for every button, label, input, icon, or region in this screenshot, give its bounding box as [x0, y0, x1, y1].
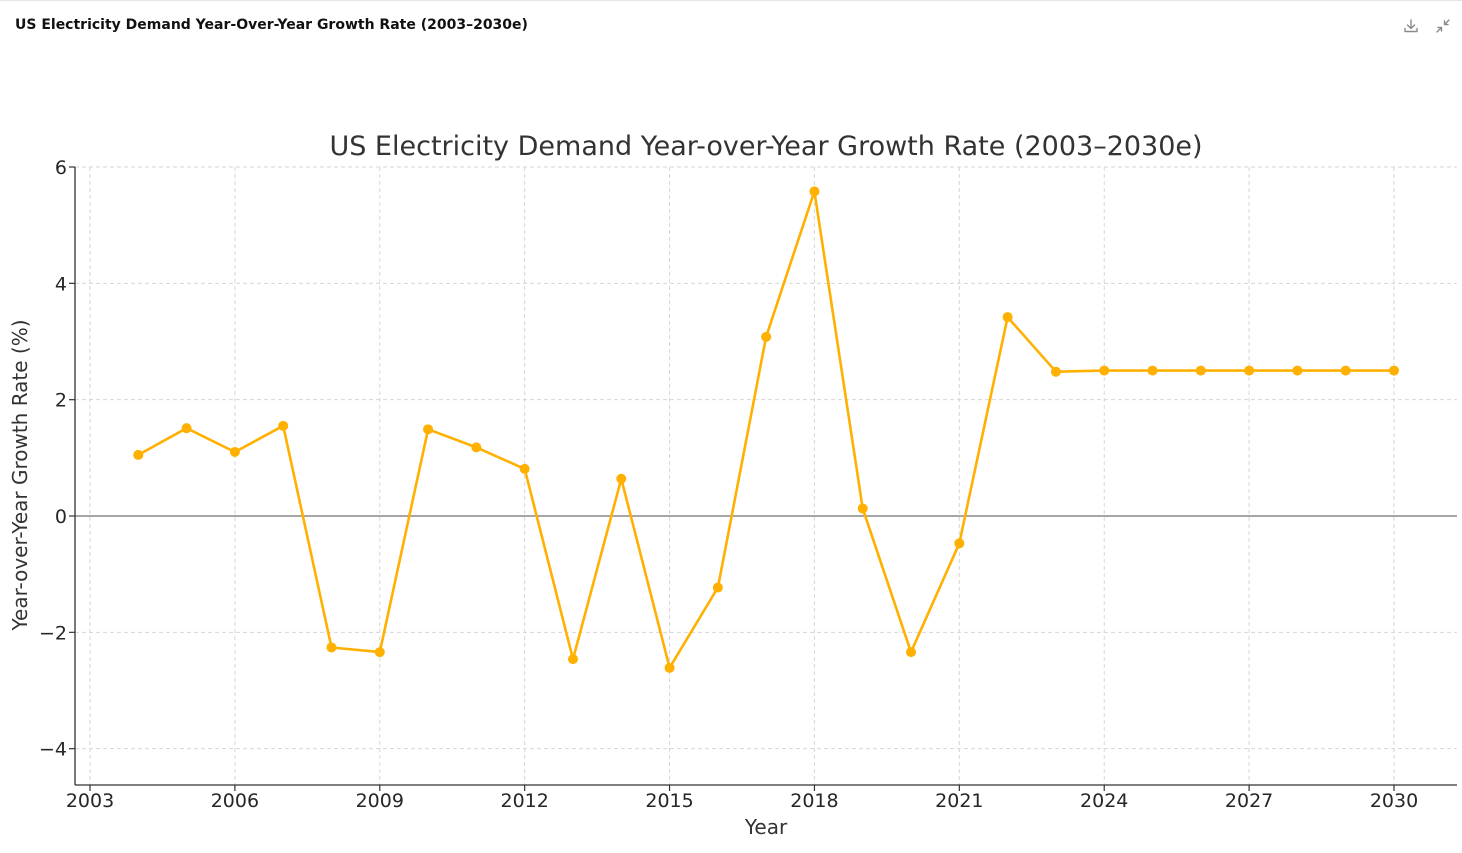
y-axis-label: Year-over-Year Growth Rate (%)	[8, 319, 32, 631]
collapse-button[interactable]	[1433, 16, 1453, 36]
download-icon	[1404, 19, 1418, 33]
y-tick-label: −2	[39, 622, 67, 644]
data-point	[519, 463, 530, 474]
data-point	[471, 442, 482, 453]
data-point	[1340, 365, 1351, 376]
download-button[interactable]	[1401, 16, 1421, 36]
data-point	[906, 647, 917, 658]
data-point	[423, 424, 434, 435]
x-tick-label: 2018	[790, 790, 838, 812]
grid-layer	[75, 166, 1457, 785]
data-point	[1195, 365, 1206, 376]
series-line	[137, 190, 1394, 670]
points-layer	[133, 186, 1399, 673]
data-point	[567, 654, 578, 665]
x-tick-label: 2027	[1225, 790, 1273, 812]
x-tick-label: 2021	[935, 790, 983, 812]
data-point	[712, 582, 723, 593]
chart-title: US Electricity Demand Year-over-Year Gro…	[329, 131, 1202, 162]
x-axis-label: Year	[744, 815, 788, 839]
data-point	[1147, 365, 1158, 376]
data-point	[616, 473, 627, 484]
collapse-icon	[1436, 19, 1450, 33]
data-point	[761, 331, 772, 342]
data-point	[374, 647, 385, 658]
x-tick-label: 2015	[645, 790, 693, 812]
panel-title: US Electricity Demand Year-Over-Year Gro…	[15, 17, 528, 33]
data-point	[1292, 365, 1303, 376]
data-point	[954, 538, 965, 549]
data-point	[664, 662, 675, 673]
y-tick-label: 2	[55, 390, 67, 412]
x-tick-label: 2006	[211, 790, 259, 812]
data-point	[857, 503, 868, 514]
data-point	[326, 642, 337, 653]
data-point	[181, 423, 192, 434]
y-tick-label: 4	[55, 273, 67, 295]
x-tick-label: 2024	[1080, 790, 1128, 812]
data-point	[809, 186, 820, 197]
x-tick-label: 2012	[500, 790, 548, 812]
y-tick-label: −4	[39, 739, 67, 761]
data-point	[1002, 312, 1013, 323]
x-tick-label: 2003	[66, 790, 114, 812]
x-tick-label: 2009	[356, 790, 404, 812]
data-point	[1389, 365, 1399, 376]
x-tick-label: 2030	[1370, 790, 1418, 812]
panel-header: US Electricity Demand Year-Over-Year Gro…	[0, 1, 1462, 53]
ticks-layer: 2003 2006 2009 2012 2015 2018 2021 2024 2027 2030…	[39, 157, 1418, 812]
data-point	[133, 449, 144, 460]
data-point	[229, 447, 240, 458]
data-point	[278, 420, 289, 431]
data-point	[1099, 365, 1110, 376]
y-tick-label: 6	[55, 157, 67, 179]
axes-layer	[74, 167, 1457, 786]
data-point	[1244, 365, 1255, 376]
data-point	[1050, 366, 1061, 377]
y-tick-label: 0	[55, 506, 67, 528]
